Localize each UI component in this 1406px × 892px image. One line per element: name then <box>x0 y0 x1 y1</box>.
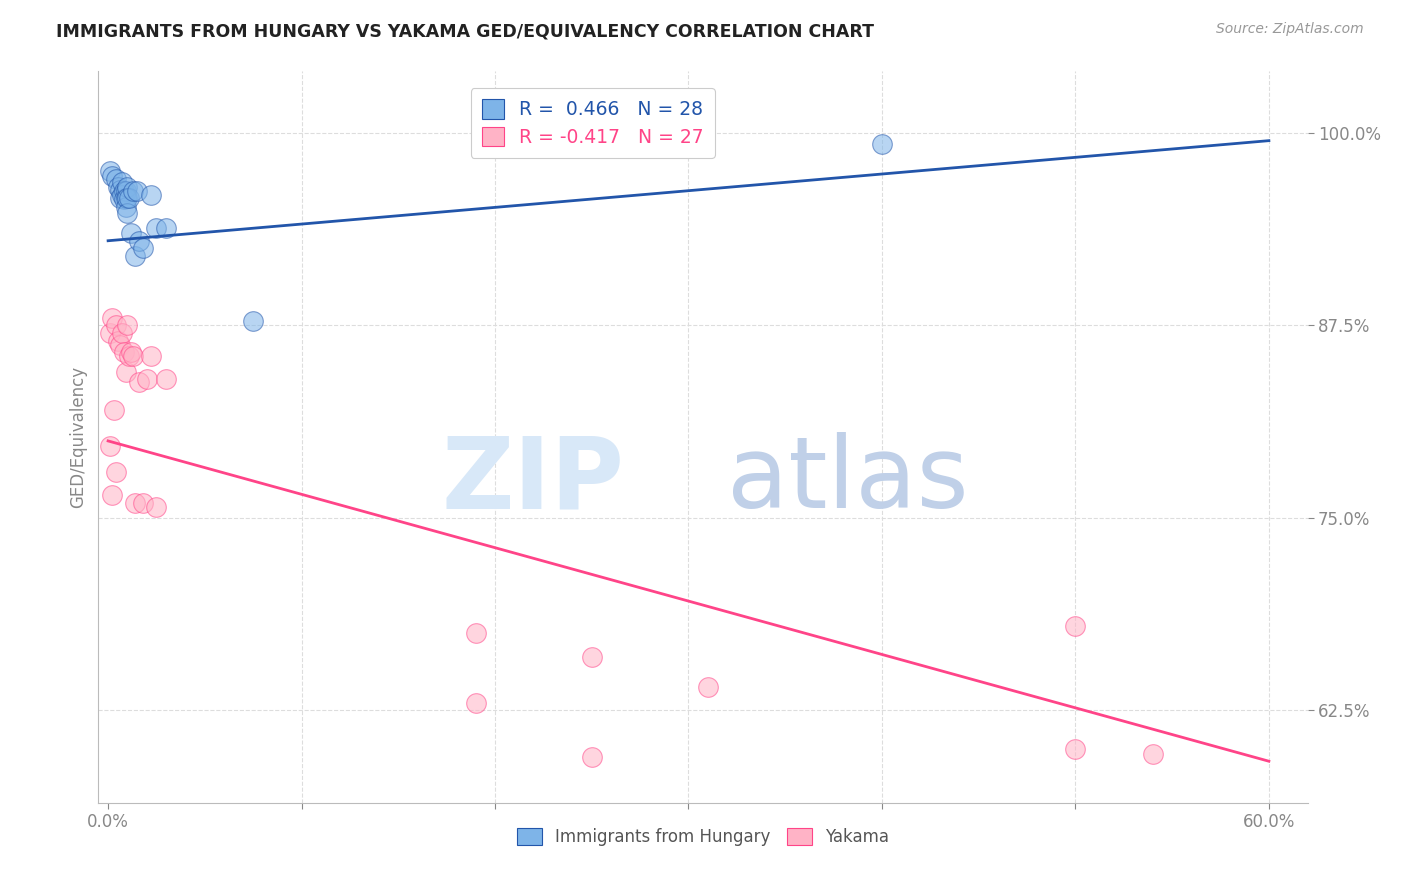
Point <box>124 249 146 263</box>
Point <box>155 221 177 235</box>
Point <box>581 649 603 664</box>
Point <box>107 334 129 348</box>
Point <box>117 179 139 194</box>
Point <box>107 179 129 194</box>
Point <box>135 372 157 386</box>
Point <box>139 187 162 202</box>
Point <box>122 185 145 199</box>
Point <box>464 696 486 710</box>
Point <box>114 191 136 205</box>
Point <box>114 200 136 214</box>
Point <box>118 349 141 363</box>
Point <box>98 438 121 452</box>
Point <box>145 500 167 515</box>
Point <box>120 226 142 240</box>
Point <box>127 185 149 199</box>
Point <box>145 221 167 235</box>
Legend: Immigrants from Hungary, Yakama: Immigrants from Hungary, Yakama <box>510 822 896 853</box>
Point <box>104 318 127 333</box>
Point <box>242 314 264 328</box>
Point <box>111 326 134 340</box>
Point <box>103 403 125 417</box>
Point <box>114 185 136 199</box>
Point <box>114 365 136 379</box>
Point <box>111 175 134 189</box>
Point <box>108 338 131 352</box>
Point <box>112 344 135 359</box>
Point <box>101 310 124 325</box>
Point <box>696 681 718 695</box>
Point <box>122 349 145 363</box>
Point <box>139 349 162 363</box>
Point <box>108 183 131 197</box>
Point <box>1064 742 1087 756</box>
Text: atlas: atlas <box>727 433 969 530</box>
Point <box>112 192 135 206</box>
Point <box>124 495 146 509</box>
Point <box>104 172 127 186</box>
Point <box>1142 747 1164 761</box>
Point <box>101 488 124 502</box>
Point <box>104 465 127 479</box>
Point <box>112 185 135 199</box>
Point <box>155 372 177 386</box>
Point <box>108 191 131 205</box>
Point <box>118 191 141 205</box>
Point <box>117 206 139 220</box>
Point <box>464 626 486 640</box>
Point <box>101 169 124 183</box>
Y-axis label: GED/Equivalency: GED/Equivalency <box>69 366 87 508</box>
Point <box>111 187 134 202</box>
Point <box>581 749 603 764</box>
Point <box>1064 618 1087 632</box>
Text: IMMIGRANTS FROM HUNGARY VS YAKAMA GED/EQUIVALENCY CORRELATION CHART: IMMIGRANTS FROM HUNGARY VS YAKAMA GED/EQ… <box>56 22 875 40</box>
Point <box>98 164 121 178</box>
Point <box>117 318 139 333</box>
Point <box>120 344 142 359</box>
Point <box>98 326 121 340</box>
Point <box>870 136 893 151</box>
Point <box>128 234 150 248</box>
Text: Source: ZipAtlas.com: Source: ZipAtlas.com <box>1216 22 1364 37</box>
Point <box>128 376 150 390</box>
Point <box>132 242 155 256</box>
Point <box>117 191 139 205</box>
Text: ZIP: ZIP <box>441 433 624 530</box>
Point <box>132 495 155 509</box>
